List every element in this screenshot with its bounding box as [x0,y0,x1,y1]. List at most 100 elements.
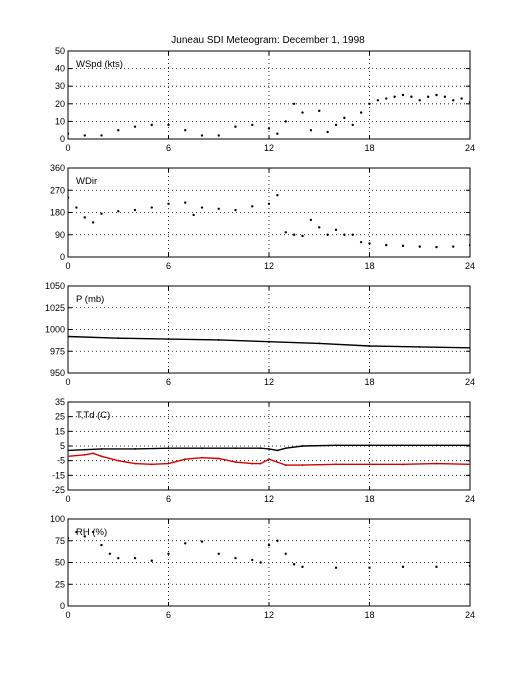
data-point [150,206,153,209]
panel-label: P (mb) [76,294,104,305]
data-point [276,461,279,464]
data-point [201,456,203,459]
data-point [334,566,338,569]
data-point [234,125,237,128]
data-point [150,463,153,466]
data-point [401,93,405,97]
y-tick-label: 25 [55,579,65,589]
data-point [117,129,120,132]
data-point [418,245,421,248]
y-tick-label: 975 [50,346,65,356]
data-point [435,565,438,569]
data-point [100,455,103,458]
data-point [284,447,287,450]
y-tick-label: 100 [50,514,65,524]
y-tick-label: -5 [57,456,65,466]
data-point [68,455,69,458]
data-point [108,552,112,555]
data-point [117,210,120,213]
data-point [410,95,413,98]
data-point [385,97,388,100]
data-point [167,123,170,127]
data-point [217,207,220,210]
y-tick-label: -15 [52,470,65,480]
plot-area [68,444,470,466]
x-tick-label: 24 [465,494,475,504]
data-point [91,530,95,534]
data-point [100,212,103,215]
data-point [100,543,103,547]
data-point [435,93,438,97]
y-tick-label: 15 [55,426,65,436]
y-tick-label: 360 [50,163,65,173]
x-tick-label: 18 [364,261,374,271]
x-tick-label: 6 [166,494,171,504]
panel-2: 0 6 12 18 24 950 975 1000 1025 1050 P (mb) [45,281,475,387]
data-point [133,556,137,560]
panel-4: 0 6 12 18 24 0 25 50 75 100 RH (%) [50,514,475,620]
panel-label: WSpd (kts) [76,59,123,70]
data-point [117,337,120,340]
data-point [418,99,421,102]
data-point [368,345,371,347]
data-point [359,111,363,114]
data-point [292,563,296,566]
data-point [117,459,120,462]
data-point [83,535,86,538]
data-point [167,447,170,450]
y-tick-label: 90 [55,230,65,240]
data-point [284,464,287,466]
data-point [68,196,70,199]
data-point [401,244,405,248]
y-tick-label: -25 [52,485,65,495]
y-tick-label: 1000 [45,325,65,335]
data-point [301,565,304,569]
data-point [426,95,430,98]
data-point [343,233,346,236]
data-point [68,449,69,452]
data-point [326,130,329,134]
data-point [268,340,270,343]
data-point [452,245,455,248]
y-tick-label: 30 [55,81,65,91]
x-tick-label: 0 [65,261,70,271]
data-point [268,448,270,450]
y-tick-label: 75 [55,536,65,546]
y-tick-label: 0 [60,134,65,144]
data-point [234,461,237,464]
data-point [318,109,321,113]
x-tick-label: 0 [65,494,70,504]
data-point [301,111,304,114]
data-point [184,542,187,545]
data-point [276,132,279,135]
data-point [368,463,371,466]
x-tick-label: 0 [65,377,70,387]
data-point [167,462,170,465]
data-point [435,245,438,249]
panel-3: 0 6 12 18 24 -25 -15 -5 5 15 25 35 T,Td (C) [52,397,475,504]
x-tick-label: 18 [364,377,374,387]
data-point [301,464,304,466]
data-point [167,338,170,340]
data-point [217,339,220,341]
data-point [335,463,337,466]
data-point [418,346,421,348]
data-point [200,134,204,137]
data-point [134,448,136,450]
x-tick-label: 12 [264,377,274,387]
x-tick-label: 6 [166,610,171,620]
data-point [133,125,137,128]
data-point [469,444,470,447]
data-point [251,205,254,208]
data-point [468,243,470,247]
data-point [468,564,470,568]
data-point [83,448,86,451]
y-tick-label: 50 [55,46,65,56]
data-point [469,463,470,466]
data-point [368,242,371,245]
y-tick-label: 0 [60,252,65,262]
panel-0: 0 6 12 18 24 0 10 20 30 40 50 WSpd (kts) [55,46,475,153]
y-tick-label: 35 [55,397,65,407]
data-point [150,559,153,562]
panel-label: WDir [76,176,97,187]
